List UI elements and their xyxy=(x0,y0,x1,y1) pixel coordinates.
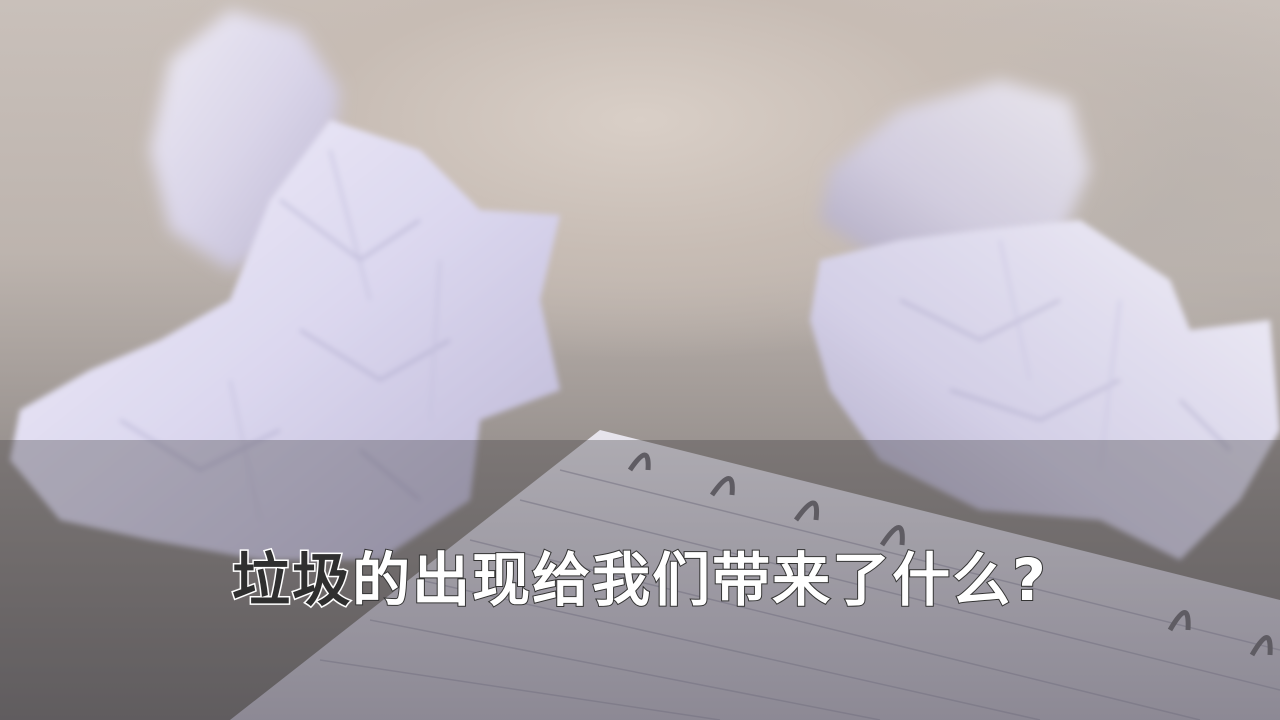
spiral-rings xyxy=(627,452,1273,657)
title-highlight-word: 垃圾 xyxy=(231,545,353,616)
notebook xyxy=(230,430,1280,720)
title-band-overlay xyxy=(0,440,1280,720)
paper-ball-right xyxy=(810,220,1280,560)
title-text: 的出现给我们带来了什么? xyxy=(351,545,1048,615)
slide-title: 垃圾的出现给我们带来了什么? xyxy=(0,540,1280,620)
paper-ball-back-right xyxy=(820,80,1090,270)
paper-ball-left xyxy=(10,120,560,560)
